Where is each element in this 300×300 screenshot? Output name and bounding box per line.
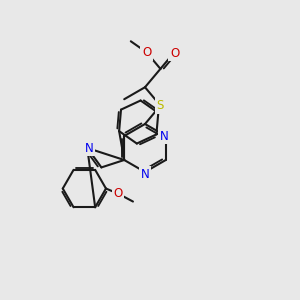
Text: N: N (85, 142, 94, 154)
Text: N: N (159, 130, 168, 142)
Text: O: O (142, 46, 151, 59)
Text: S: S (157, 99, 164, 112)
Text: O: O (113, 187, 123, 200)
Text: O: O (170, 47, 179, 60)
Text: N: N (141, 167, 149, 181)
